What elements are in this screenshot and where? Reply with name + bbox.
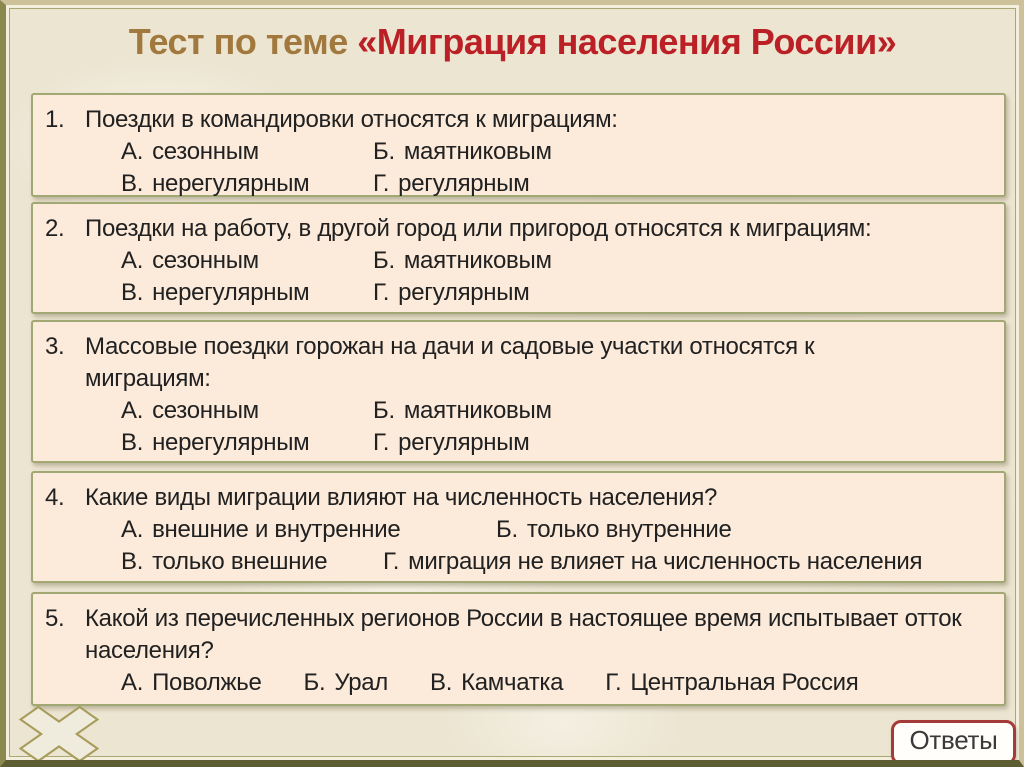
option-text: Камчатка (461, 669, 564, 696)
question-text: Поездки в командировки относятся к мигра… (85, 106, 618, 133)
option-text: Поволжье (152, 669, 262, 696)
option-b: Б. маятниковым (373, 245, 552, 277)
option-text: регулярным (398, 279, 530, 306)
question-box-4: 4. Какие виды миграции влияют на численн… (31, 471, 1006, 583)
question-box-3: 3. Массовые поездки горожан на дачи и са… (31, 320, 1006, 463)
option-text: Урал (334, 669, 388, 696)
option-label: Г. (373, 429, 390, 456)
option-label: А. (121, 516, 144, 543)
option-label: В. (121, 548, 144, 575)
option-text: внешние и внутренние (152, 516, 401, 543)
option-label: Г. (605, 669, 622, 696)
title-prefix: Тест по теме (128, 21, 358, 62)
option-label: Г. (373, 279, 390, 306)
option-a: А. сезонным (121, 136, 373, 168)
option-label: Г. (373, 170, 390, 197)
option-text: сезонным (152, 138, 259, 165)
option-v: В. нерегулярным (121, 168, 373, 200)
option-text: маятниковым (403, 138, 552, 165)
option-label: Б. (373, 138, 395, 165)
question-number: 4. (45, 484, 65, 511)
option-g: Г. регулярным (373, 168, 530, 200)
option-label: А. (121, 397, 144, 424)
option-g: Г. регулярным (373, 427, 530, 459)
question-text: Какой из перечисленных регионов России в… (85, 605, 962, 664)
option-text: нерегулярным (152, 429, 310, 456)
question-text: Поездки на работу, в другой город или пр… (85, 215, 872, 242)
option-text: нерегулярным (152, 170, 310, 197)
option-text: регулярным (398, 170, 530, 197)
question-text: Какие виды миграции влияют на численност… (85, 484, 718, 511)
option-b: Б. маятниковым (373, 395, 552, 427)
question-text: Массовые поездки горожан на дачи и садов… (85, 333, 815, 392)
option-label: В. (121, 429, 144, 456)
option-v: В. нерегулярным (121, 427, 373, 459)
answers-button[interactable]: Ответы (891, 720, 1016, 760)
option-g: Г. миграция не влияет на численность насе… (383, 546, 923, 578)
option-label: Б. (373, 247, 395, 274)
option-text: только внешние (152, 548, 328, 575)
option-text: Центральная Россия (630, 669, 859, 696)
option-b: Б. только внутренние (496, 514, 732, 546)
option-a: А. Поволжье (121, 667, 262, 699)
option-text: сезонным (152, 247, 259, 274)
option-text: сезонным (152, 397, 259, 424)
page-title: Тест по теме «Миграция населения России» (6, 21, 1019, 63)
option-g: Г. Центральная Россия (605, 667, 859, 699)
option-a: А. сезонным (121, 245, 373, 277)
question-box-2: 2. Поездки на работу, в другой город или… (31, 202, 1006, 314)
option-label: А. (121, 247, 144, 274)
option-label: Г. (383, 548, 400, 575)
option-g: Г. регулярным (373, 277, 530, 309)
option-text: только внутренние (526, 516, 732, 543)
option-a: А. внешние и внутренние (121, 514, 496, 546)
question-number: 5. (45, 605, 65, 632)
option-text: регулярным (398, 429, 530, 456)
question-box-1: 1. Поездки в командировки относятся к ми… (31, 93, 1006, 197)
title-topic: «Миграция населения России» (357, 21, 897, 62)
option-label: Б. (496, 516, 518, 543)
option-a: А. сезонным (121, 395, 373, 427)
question-number: 1. (45, 106, 65, 133)
option-v: В. только внешние (121, 546, 383, 578)
question-number: 2. (45, 215, 65, 242)
option-b: Б. Урал (304, 667, 389, 699)
close-icon[interactable] (12, 701, 106, 767)
option-label: В. (121, 279, 144, 306)
question-number: 3. (45, 333, 65, 360)
question-box-5: 5. Какой из перечисленных регионов Росси… (31, 592, 1006, 706)
option-label: В. (430, 669, 453, 696)
option-label: А. (121, 669, 144, 696)
option-v: В. нерегулярным (121, 277, 373, 309)
option-b: Б. маятниковым (373, 136, 552, 168)
option-label: А. (121, 138, 144, 165)
option-text: миграция не влияет на численность населе… (408, 548, 923, 575)
option-text: нерегулярным (152, 279, 310, 306)
option-label: Б. (303, 669, 326, 696)
option-v: В. Камчатка (430, 667, 564, 699)
option-text: маятниковым (403, 397, 552, 424)
option-text: маятниковым (403, 247, 552, 274)
option-label: Б. (373, 397, 395, 424)
option-label: В. (121, 170, 144, 197)
